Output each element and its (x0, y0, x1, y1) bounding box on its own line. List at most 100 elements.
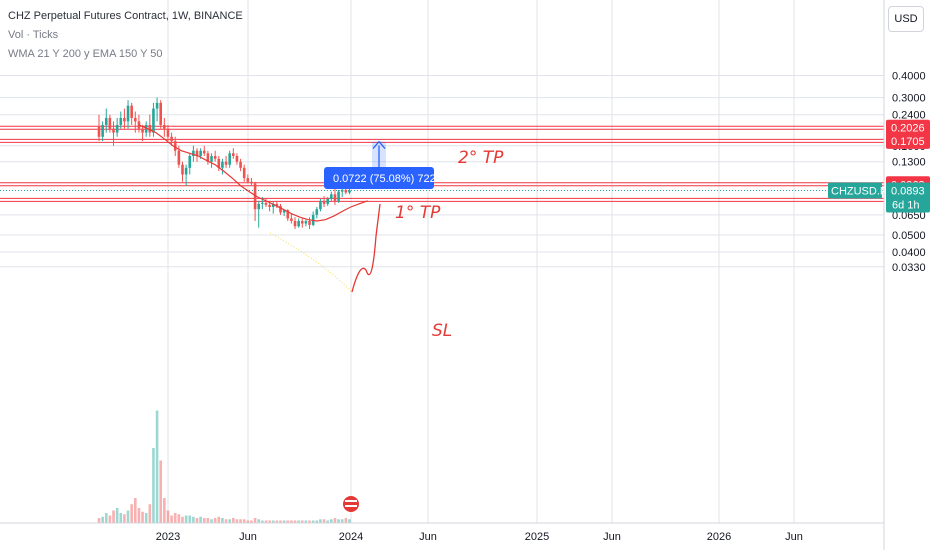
chart-grid (0, 0, 884, 523)
volume-bar (195, 518, 199, 523)
candle-body (242, 167, 246, 179)
volume-bar (134, 498, 137, 523)
volume-bar (319, 519, 322, 523)
volume-bar (330, 519, 333, 523)
price-tick-label: 0.1300 (892, 157, 926, 169)
candle-body (279, 205, 282, 213)
candle-body (195, 150, 199, 157)
volume-bar (184, 515, 188, 523)
time-axis[interactable]: 2023 Jun 2024 Jun 2025 Jun 2026 Jun (0, 522, 884, 543)
price-tick-label: 0.0400 (892, 247, 926, 259)
candle-body (271, 203, 275, 207)
current-price-badge (886, 182, 930, 213)
price-axis[interactable]: 0.40000.30000.24000.16000.13000.06500.05… (828, 0, 932, 550)
volume-bar (159, 460, 163, 523)
volume-bar (126, 510, 130, 523)
time-tick-label: 2026 (707, 531, 731, 543)
volume-bar (235, 519, 239, 523)
volume-bars (97, 410, 351, 523)
volume-bar (130, 504, 133, 523)
candle-body (101, 124, 104, 137)
volume-bar (224, 519, 228, 523)
volume-bar (199, 516, 202, 523)
volume-bar (293, 520, 297, 523)
candle-body (308, 220, 311, 225)
candle-body (217, 158, 221, 168)
candle-body (228, 153, 231, 165)
wma-line (138, 124, 368, 222)
candle-body (257, 203, 261, 210)
candle-body (337, 191, 340, 201)
currency-button[interactable]: USD (888, 6, 924, 32)
volume-bar (290, 520, 293, 523)
volume-bar (348, 519, 351, 523)
candle-body (300, 220, 304, 224)
volume-bar (344, 518, 348, 523)
candle-body (275, 203, 279, 206)
candle-body (199, 150, 202, 157)
volume-bar (173, 513, 177, 523)
candle-body (221, 161, 224, 168)
candle-body (250, 181, 253, 184)
event-flag-icon (343, 496, 359, 512)
time-tick-label: Jun (239, 531, 257, 543)
symbol-badge (828, 182, 882, 199)
legend-title: CHZ Perpetual Futures Contract, 1W, BINA… (8, 10, 243, 22)
candle-body (192, 150, 195, 157)
price-levels[interactable] (0, 125, 884, 202)
volume-bar (101, 516, 104, 523)
candle-body (159, 102, 163, 125)
volume-bar (104, 513, 108, 523)
volume-bar (202, 518, 206, 523)
candle-body (97, 126, 101, 137)
candle-body (344, 189, 348, 193)
volume-bar (257, 519, 261, 523)
candle-body (330, 194, 333, 199)
volume-bar (264, 520, 268, 523)
volume-bar (177, 514, 181, 523)
text-annotations[interactable]: 2° TP 1° TP SL (343, 148, 504, 512)
volume-bar (232, 518, 235, 523)
volume-bar (217, 516, 221, 523)
candle-body (315, 209, 319, 215)
legend-volume: Vol · Ticks (8, 29, 59, 41)
price-range-measure[interactable]: 0.0722 (75.08%) 722 (324, 140, 436, 189)
volume-bar (206, 518, 210, 523)
candle-body (235, 156, 239, 162)
volume-bar (213, 518, 217, 523)
volume-bar (304, 520, 308, 523)
candle-body (326, 198, 329, 204)
time-tick-label: 2024 (339, 531, 363, 543)
candle-body (184, 167, 188, 175)
volume-bar (108, 515, 112, 523)
time-tick-label: 2023 (156, 531, 180, 543)
price-tick-label: 0.4000 (892, 71, 926, 83)
volume-bar (137, 508, 141, 523)
price-axis-bg (884, 0, 932, 550)
candle-body (290, 218, 293, 221)
volume-bar (253, 518, 257, 523)
volume-bar (275, 520, 279, 523)
volume-bar (326, 520, 329, 523)
candle-body (166, 128, 170, 137)
candle-body (206, 153, 210, 162)
measure-label: 0.0722 (75.08%) 722 (333, 173, 436, 185)
candle-body (202, 150, 206, 154)
candle-body (181, 164, 184, 175)
measure-arrowhead (372, 140, 386, 150)
volume-bar (246, 520, 250, 523)
candle-body (264, 202, 268, 205)
volume-bar (210, 519, 213, 523)
volume-bar (115, 508, 119, 523)
volume-bar (315, 520, 319, 523)
volume-bar (250, 520, 253, 523)
volume-bar (228, 519, 231, 523)
volume-bar (170, 515, 173, 523)
volume-bar (271, 520, 275, 523)
volume-bar (300, 520, 304, 523)
time-tick-label: Jun (419, 531, 437, 543)
volume-bar (286, 520, 290, 523)
candle-body (137, 121, 141, 129)
price-tick-label: 0.0500 (892, 230, 926, 242)
